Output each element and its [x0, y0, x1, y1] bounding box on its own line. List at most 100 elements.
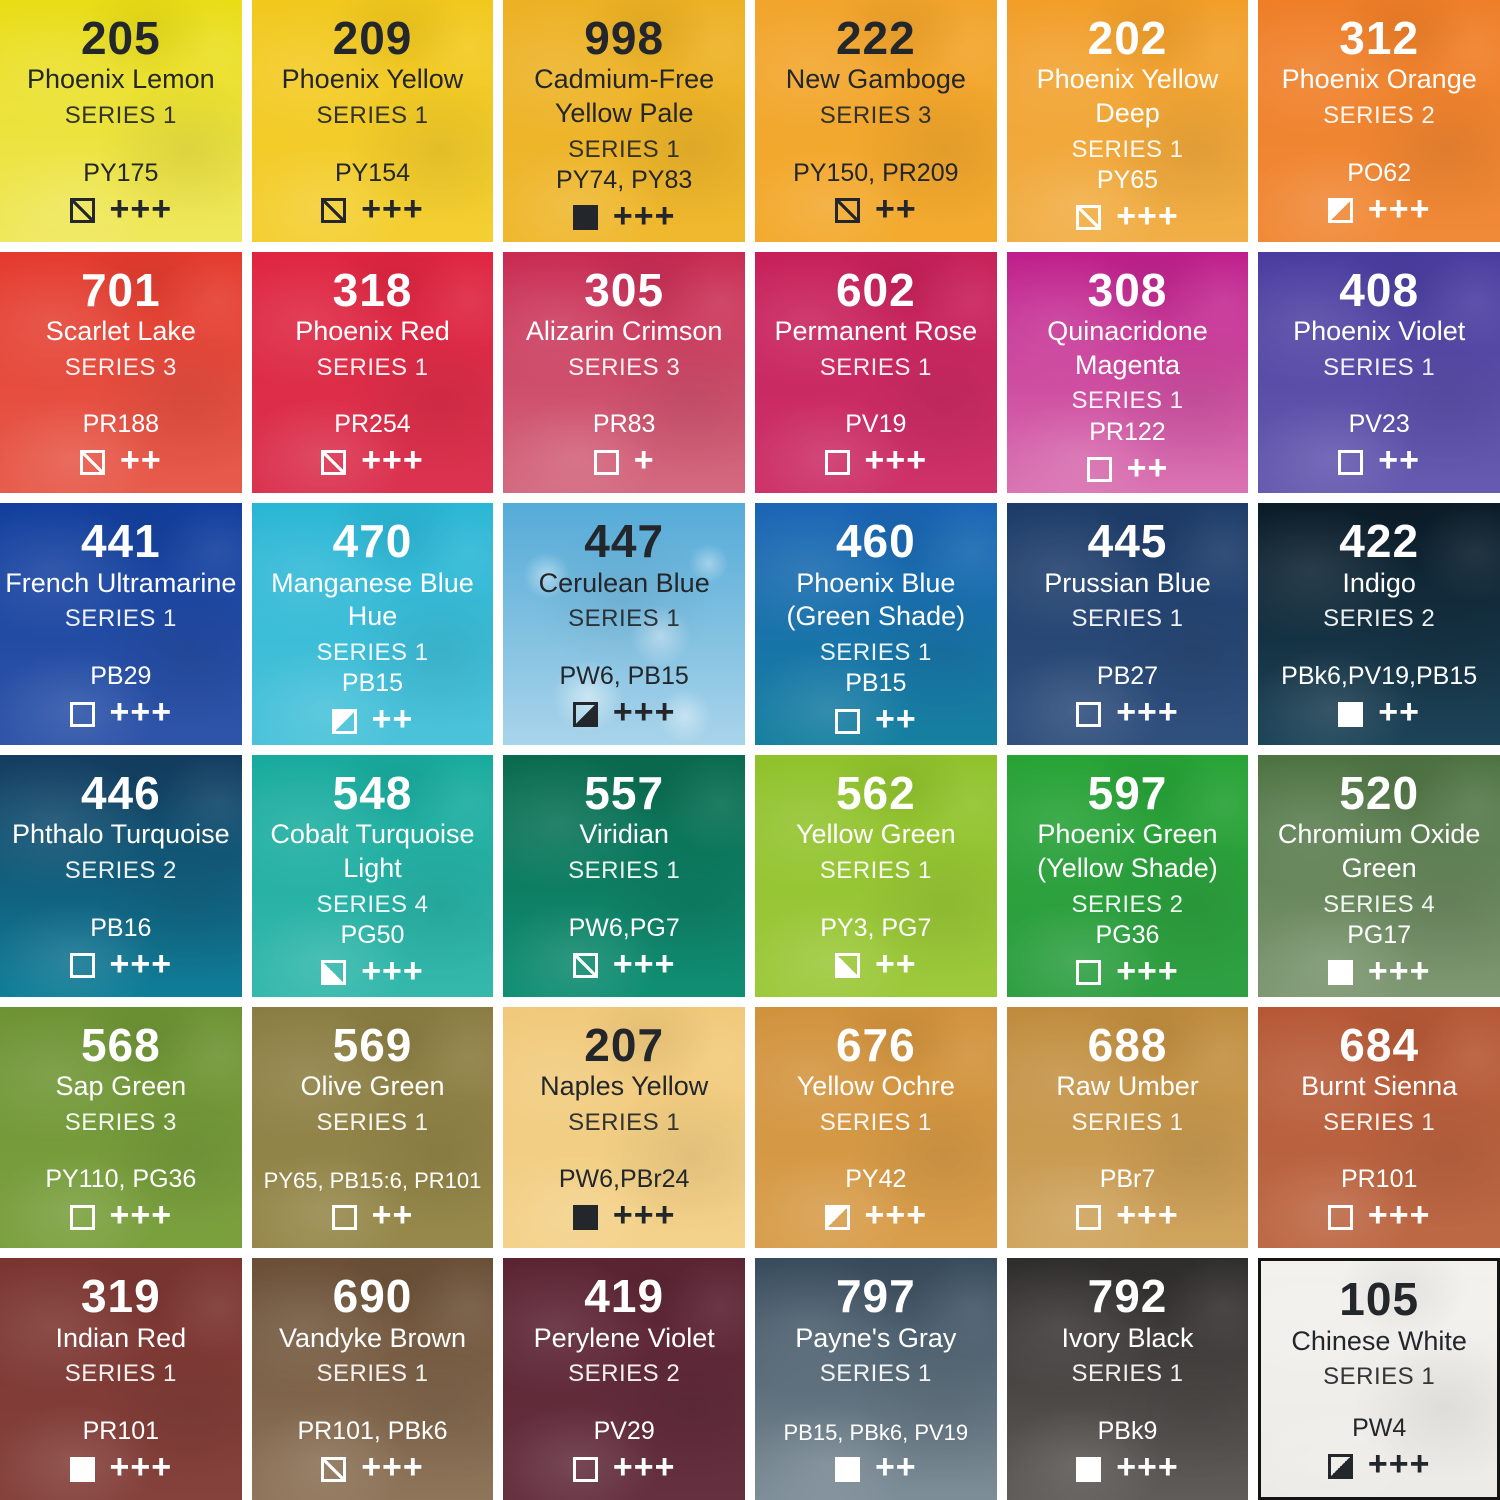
opacity-symbol-icon: [824, 1204, 850, 1230]
paint-series-label: SERIES 1: [568, 857, 681, 885]
paint-name: Phoenix Blue (Green Shade): [786, 567, 966, 632]
paint-number: 105: [1339, 1273, 1420, 1326]
paint-properties-row: +++: [69, 695, 173, 731]
paint-properties-row: +++: [69, 947, 173, 983]
opacity-symbol-icon: [572, 701, 598, 727]
lightfastness-rating: +++: [109, 1448, 173, 1486]
paint-details: PB15, PBk6, PV19 ++: [783, 1420, 968, 1486]
paint-details: PB15 ++: [331, 668, 414, 738]
opacity-symbol-icon: [79, 449, 105, 475]
opacity-symbol-icon: [1076, 701, 1102, 727]
paint-series-label: SERIES 3: [568, 353, 681, 381]
paint-properties-row: +++: [572, 199, 676, 235]
paint-name: Manganese Blue Hue: [271, 567, 474, 632]
lightfastness-rating: +++: [361, 951, 424, 990]
paint-name: Indigo: [1342, 567, 1416, 598]
paint-name: Sap Green: [55, 1070, 187, 1101]
paint-details: PV29 +++: [572, 1416, 676, 1486]
paint-number: 688: [1087, 1018, 1168, 1071]
paint-name: Cerulean Blue: [538, 567, 710, 598]
paint-swatch: 569 Olive Green SERIES 1 PY65, PB15:6, P…: [251, 1006, 494, 1249]
paint-series-label: SERIES 1: [819, 353, 932, 381]
pigment-codes: PY65: [1096, 165, 1159, 194]
paint-swatch: 308 Quinacridone Magenta SERIES 1 PR122 …: [1006, 251, 1249, 494]
paint-properties-row: +++: [1076, 1448, 1179, 1486]
paint-swatch: 305 Alizarin Crimson SERIES 3 PR83 +: [503, 251, 745, 494]
paint-number: 569: [332, 1018, 413, 1071]
pigment-codes: PR122: [1089, 417, 1166, 446]
paint-number: 318: [332, 263, 413, 316]
opacity-symbol-icon: [1076, 960, 1102, 986]
pigment-codes: PR188: [82, 410, 160, 439]
paint-details: PW6, PB15 +++: [560, 661, 689, 731]
pigment-codes: PY110, PG36: [45, 1165, 197, 1194]
paint-properties-row: +++: [572, 947, 676, 983]
paint-series-label: SERIES 1: [568, 1108, 681, 1136]
paint-details: PB15 ++: [834, 668, 917, 738]
lightfastness-rating: +++: [1116, 693, 1179, 731]
paint-name: New Gamboge: [785, 64, 966, 95]
lightfastness-rating: +++: [1116, 1448, 1179, 1486]
paint-details: PY65 +++: [1076, 165, 1179, 235]
opacity-symbol-icon: [321, 449, 347, 475]
paint-swatch: 520 Chromium Oxide Green SERIES 4 PG17 +…: [1258, 755, 1500, 997]
paint-name: Phoenix Yellow: [281, 64, 464, 95]
paint-series-label: SERIES 1: [64, 1360, 177, 1388]
paint-properties-row: +++: [321, 192, 424, 228]
pigment-codes: PW6,PBr24: [558, 1165, 690, 1194]
pigment-codes: PY74, PY83: [556, 165, 693, 194]
paint-name: Naples Yellow: [540, 1070, 709, 1101]
paint-number: 222: [835, 12, 916, 64]
paint-properties-row: +++: [321, 951, 424, 990]
paint-properties-row: +++: [1327, 1445, 1431, 1483]
paint-details: PB29 +++: [69, 661, 173, 731]
paint-swatch: 460 Phoenix Blue (Green Shade) SERIES 1 …: [755, 503, 997, 745]
paint-properties-row: ++: [834, 1450, 917, 1486]
paint-details: PY65, PB15:6, PR101 ++: [264, 1168, 482, 1234]
paint-number: 470: [332, 515, 413, 568]
paint-number: 419: [584, 1270, 665, 1323]
paint-number: 460: [835, 515, 916, 568]
pigment-codes: PV29: [593, 1417, 655, 1445]
paint-name: Prussian Blue: [1044, 567, 1211, 598]
paint-series-label: SERIES 1: [819, 1360, 932, 1388]
pigment-codes: PV19: [845, 410, 907, 439]
paint-details: PBr7 +++: [1076, 1164, 1179, 1234]
lightfastness-rating: +++: [1367, 951, 1431, 990]
paint-number: 597: [1087, 767, 1168, 819]
pigment-codes: PR83: [592, 410, 656, 439]
opacity-symbol-icon: [1327, 960, 1353, 986]
paint-properties-row: +++: [1327, 951, 1431, 990]
paint-properties-row: ++: [331, 1198, 414, 1234]
paint-number: 441: [80, 515, 161, 568]
paint-swatch: 470 Manganese Blue Hue SERIES 1 PB15 ++: [251, 503, 494, 745]
lightfastness-rating: +++: [1116, 196, 1179, 235]
lightfastness-rating: +++: [1116, 1196, 1179, 1235]
paint-series-label: SERIES 1: [316, 102, 429, 130]
paint-swatch: 447 Cerulean Blue SERIES 1 PW6, PB15 +++: [503, 503, 745, 745]
paint-properties-row: ++: [331, 702, 414, 738]
lightfastness-rating: +++: [1367, 1196, 1431, 1235]
paint-swatch: 205 Phoenix Lemon SERIES 1 PY175 +++: [0, 0, 242, 242]
pigment-codes: PB16: [90, 913, 152, 942]
paint-swatch: 312 Phoenix Orange SERIES 2 PO62 +++: [1258, 0, 1500, 242]
paint-details: PV19 +++: [824, 409, 928, 479]
paint-properties-row: +++: [321, 443, 424, 479]
paint-details: PG36 +++: [1076, 920, 1179, 990]
paint-name: Scarlet Lake: [45, 315, 196, 346]
paint-name: Alizarin Crimson: [525, 315, 723, 346]
pigment-codes: PY42: [845, 1165, 907, 1194]
opacity-symbol-icon: [1076, 205, 1102, 231]
paint-name: Yellow Ochre: [796, 1070, 955, 1101]
paint-number: 408: [1339, 263, 1420, 316]
paint-name: Quinacridone Magenta: [1047, 315, 1208, 380]
lightfastness-rating: +++: [1367, 1445, 1431, 1483]
pigment-codes: PR254: [334, 410, 411, 439]
paint-properties-row: +++: [321, 1450, 424, 1486]
paint-swatch: 105 Chinese White SERIES 1 PW4 +++: [1258, 1258, 1500, 1500]
paint-details: PR101 +++: [1327, 1164, 1431, 1235]
paint-name: Phoenix Orange: [1281, 64, 1477, 95]
paint-swatch: 797 Payne's Gray SERIES 1 PB15, PBk6, PV…: [755, 1258, 997, 1500]
pigment-codes: PY154: [334, 158, 411, 187]
